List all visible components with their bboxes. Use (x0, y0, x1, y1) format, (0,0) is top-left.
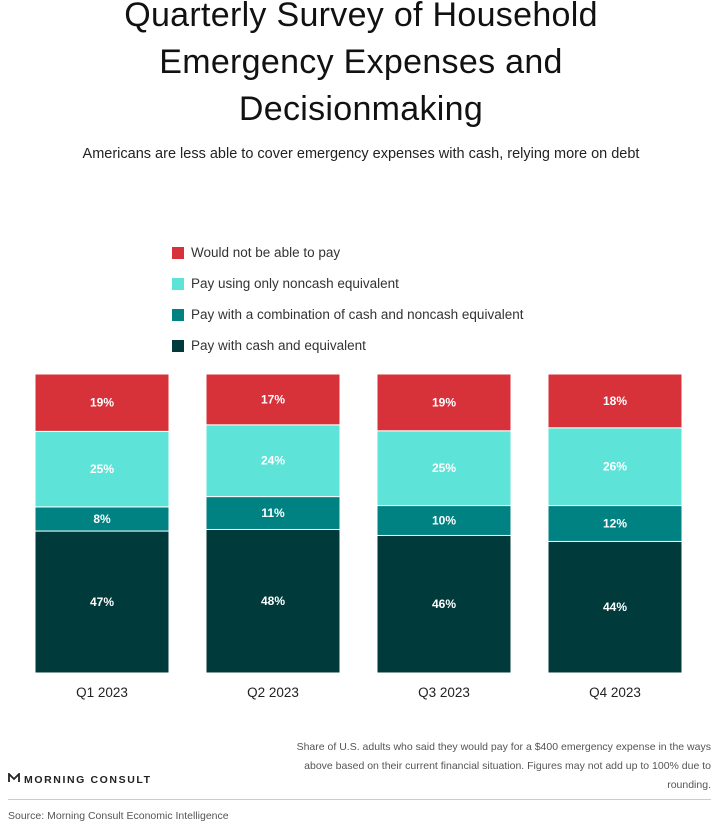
bar-segment (376, 534, 512, 674)
morning-consult-logo-icon (8, 771, 20, 786)
legend-label: Pay with a combination of cash and nonca… (191, 307, 524, 322)
data-label: 24% (261, 454, 285, 468)
data-label: 10% (432, 514, 456, 528)
data-label: 18% (603, 394, 627, 408)
category-label: Q3 2023 (418, 685, 470, 700)
legend-label: Pay with cash and equivalent (191, 338, 366, 353)
data-label: 17% (261, 392, 285, 406)
bar-segment (205, 528, 341, 674)
chart-note: Share of U.S. adults who said they would… (296, 741, 711, 791)
data-label: 19% (90, 396, 114, 410)
legend-swatch (172, 246, 184, 259)
data-label: 8% (93, 512, 111, 526)
data-label: 47% (90, 595, 114, 609)
legend-label: Would not be able to pay (191, 245, 341, 260)
legend-item: Pay using only noncash equivalent (172, 268, 523, 299)
bar-segment (205, 424, 341, 498)
bar-segment (205, 373, 341, 426)
bar-segment (34, 530, 170, 674)
category-label: Q4 2023 (589, 685, 641, 700)
data-label: 46% (432, 597, 456, 611)
bar-segment (205, 496, 341, 530)
chart-legend: Would not be able to pay Pay using only n… (172, 237, 523, 361)
legend-item: Pay with cash and equivalent (172, 330, 523, 361)
data-label: 26% (603, 460, 627, 474)
bar-segment (547, 540, 683, 674)
data-label: 44% (603, 600, 627, 614)
legend-item: Would not be able to pay (172, 237, 523, 268)
bar-segment (547, 427, 683, 507)
bar-segment (34, 506, 170, 532)
legend-swatch (172, 308, 184, 321)
legend-swatch (172, 277, 184, 290)
chart-title-line-2: Emergency Expenses and (159, 43, 563, 81)
data-label: 48% (261, 594, 285, 608)
data-label: 25% (90, 462, 114, 476)
legend-swatch (172, 339, 184, 352)
bar-segment (376, 373, 512, 432)
footer-divider (8, 799, 711, 800)
bar-segment (547, 373, 683, 429)
chart-subtitle: Americans are less able to cover emergen… (82, 146, 640, 162)
data-label: 19% (432, 395, 456, 409)
data-label: 11% (261, 506, 285, 520)
chart-title-line-1: Quarterly Survey of Household (124, 0, 598, 34)
bar-segment (376, 505, 512, 536)
bar-segment (376, 430, 512, 507)
brand-logo-text: MORNING CONSULT (24, 773, 152, 786)
data-label: 12% (603, 517, 627, 531)
stacked-bar-chart: 47% 8% 25% 19% Q1 2023 48% 11% 24% 17% Q2 2023 46%… (34, 373, 683, 700)
brand-logo: MORNING CONSULT (8, 771, 152, 786)
chart-title-line-3: Decisionmaking (238, 90, 484, 128)
category-label: Q1 2023 (76, 685, 128, 700)
category-label: Q2 2023 (247, 685, 299, 700)
chart-title: Quarterly Survey of Household Emergency … (0, 0, 722, 133)
legend-item: Pay with a combination of cash and nonca… (172, 299, 523, 330)
bar-segment (34, 373, 170, 432)
legend-label: Pay using only noncash equivalent (191, 276, 399, 291)
source-text: Source: Morning Consult Economic Intelli… (8, 810, 229, 822)
data-label: 25% (432, 461, 456, 475)
